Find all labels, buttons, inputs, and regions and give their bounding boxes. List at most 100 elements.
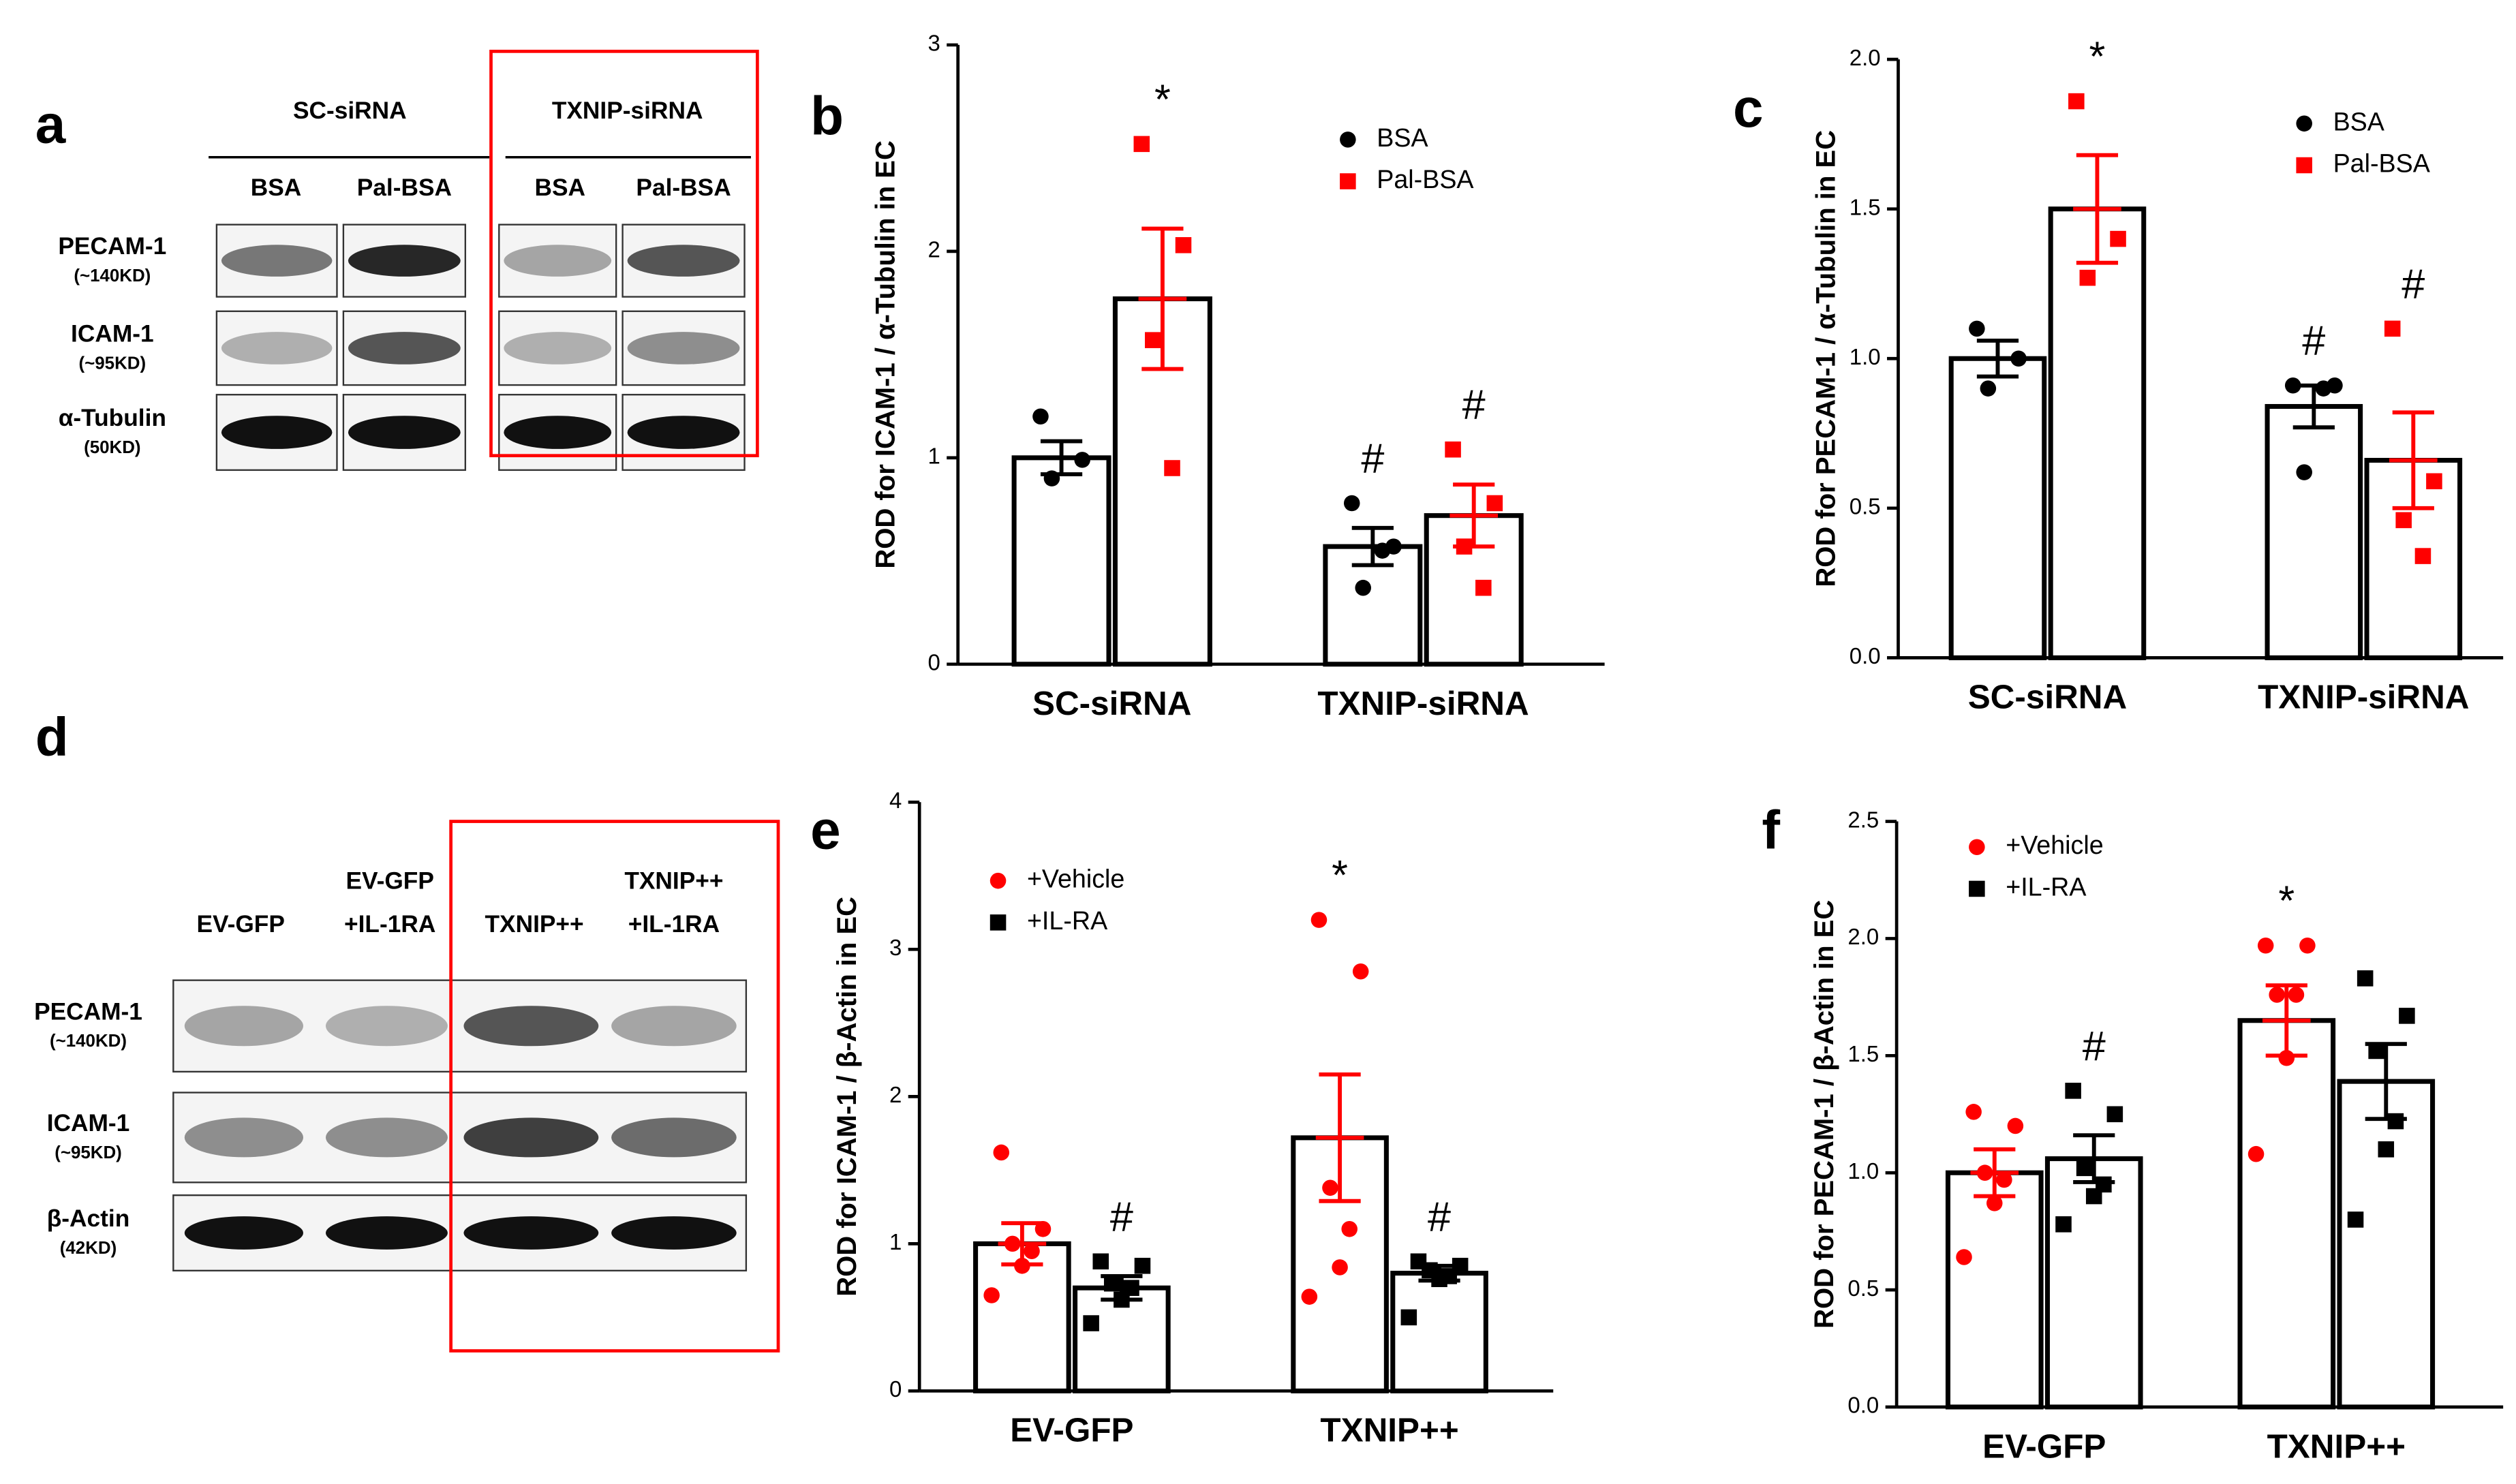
blot-band bbox=[463, 1117, 599, 1158]
row-label: α-Tubulin bbox=[59, 405, 166, 431]
y-axis-label: ROD for ICAM-1 / α-Tubulin in EC bbox=[871, 140, 901, 568]
data-point bbox=[1175, 237, 1192, 253]
data-point bbox=[2288, 987, 2305, 1003]
y-tick-label: 2.0 bbox=[1847, 924, 1879, 949]
data-point bbox=[2378, 1141, 2395, 1158]
row-label: ICAM-1 bbox=[71, 320, 154, 347]
legend-marker bbox=[2296, 157, 2312, 174]
panel-letter: b bbox=[810, 86, 844, 146]
bar bbox=[2265, 403, 2363, 660]
row-label: PECAM-1 bbox=[58, 233, 166, 260]
lane-label: +IL-1RA bbox=[344, 911, 435, 938]
data-point bbox=[993, 1144, 1010, 1161]
y-tick-label: 1.0 bbox=[1850, 344, 1881, 369]
lane-label: EV-GFP bbox=[196, 911, 284, 938]
blot-band bbox=[611, 1006, 737, 1047]
data-point bbox=[1355, 579, 1371, 596]
x-tick-label: SC-siRNA bbox=[1032, 685, 1191, 722]
y-tick-label: 2.0 bbox=[1850, 45, 1881, 70]
significance-mark: # bbox=[1428, 1193, 1451, 1239]
data-point bbox=[1134, 1258, 1151, 1274]
y-axis-label: ROD for PECAM-1 / β-Actin in EC bbox=[1809, 900, 1839, 1329]
significance-mark: # bbox=[1462, 382, 1486, 428]
data-point bbox=[1074, 452, 1090, 468]
blot-band bbox=[221, 245, 333, 277]
highlight-box bbox=[489, 49, 759, 458]
blot-band bbox=[348, 416, 461, 449]
data-point bbox=[1352, 963, 1369, 980]
blot-band bbox=[463, 1216, 599, 1250]
legend-label: Pal-BSA bbox=[2333, 149, 2431, 177]
y-tick-label: 0.0 bbox=[1850, 643, 1881, 668]
blot-band bbox=[325, 1006, 448, 1047]
data-point bbox=[1400, 1309, 1417, 1326]
y-tick-label: 3 bbox=[927, 31, 940, 56]
data-point bbox=[1486, 495, 1503, 512]
blot-band bbox=[504, 332, 612, 365]
blot-band bbox=[221, 416, 333, 449]
legend-marker bbox=[989, 872, 1007, 889]
row-label: β-Actin bbox=[47, 1205, 130, 1232]
blot-box bbox=[215, 310, 338, 386]
significance-mark: * bbox=[2089, 33, 2106, 80]
data-point bbox=[1965, 1104, 1982, 1120]
row-label: PECAM-1 bbox=[34, 998, 142, 1025]
data-point bbox=[1310, 912, 1328, 928]
highlight-box bbox=[449, 820, 780, 1352]
panel-letter: d bbox=[35, 707, 69, 767]
legend-marker bbox=[1340, 173, 1356, 189]
legend-marker bbox=[1969, 880, 1985, 897]
data-point bbox=[2257, 937, 2274, 954]
data-point bbox=[2299, 937, 2316, 954]
data-point bbox=[2085, 1188, 2102, 1205]
y-tick-label: 0.5 bbox=[1850, 494, 1881, 519]
legend-label: +IL-RA bbox=[1027, 906, 1108, 935]
data-point bbox=[1322, 1179, 1338, 1196]
panel-letter: a bbox=[35, 94, 67, 155]
data-point bbox=[1032, 408, 1049, 425]
data-point bbox=[2106, 1106, 2123, 1123]
y-tick-label: 0 bbox=[889, 1376, 902, 1402]
data-point bbox=[2395, 512, 2412, 529]
lane-label: BSA bbox=[251, 174, 302, 201]
y-tick-label: 0.0 bbox=[1847, 1393, 1879, 1418]
y-tick-label: 2 bbox=[889, 1082, 902, 1107]
blot-box bbox=[498, 310, 617, 386]
data-point bbox=[2247, 1145, 2265, 1162]
lane-label: +IL-1RA bbox=[628, 911, 720, 938]
x-tick-label: TXNIP++ bbox=[1320, 1412, 1458, 1449]
bar bbox=[1948, 356, 2047, 660]
significance-mark: # bbox=[1361, 435, 1384, 481]
lane-label: TXNIP++ bbox=[485, 911, 583, 938]
row-size: (~95KD) bbox=[79, 354, 147, 373]
data-point bbox=[1164, 460, 1180, 476]
data-point bbox=[2055, 1216, 2072, 1233]
significance-mark: * bbox=[1332, 852, 1348, 898]
data-point bbox=[2079, 269, 2096, 286]
legend-marker bbox=[1969, 839, 1985, 855]
legend-label: +Vehicle bbox=[1027, 865, 1124, 893]
blot-band bbox=[463, 1006, 599, 1047]
data-point bbox=[2387, 1113, 2404, 1130]
blot-band bbox=[504, 245, 612, 277]
blot-band bbox=[325, 1216, 448, 1250]
legend-label: +IL-RA bbox=[2006, 872, 2087, 901]
data-point bbox=[2315, 380, 2332, 397]
blot-band bbox=[184, 1117, 304, 1158]
y-axis-label: ROD for PECAM-1 / α-Tubulin in EC bbox=[1811, 130, 1841, 587]
y-tick-label: 1 bbox=[927, 444, 940, 469]
significance-mark: # bbox=[2083, 1023, 2106, 1069]
panel-letter: f bbox=[1762, 800, 1780, 861]
y-tick-label: 1.0 bbox=[1847, 1158, 1879, 1184]
data-point bbox=[1445, 441, 1461, 458]
data-point bbox=[1133, 136, 1150, 153]
data-point bbox=[2426, 473, 2442, 490]
blot-band bbox=[348, 245, 461, 277]
y-tick-label: 4 bbox=[889, 788, 902, 813]
y-tick-label: 2 bbox=[927, 237, 940, 262]
blot-box bbox=[498, 223, 617, 298]
blot-band bbox=[611, 1117, 737, 1158]
x-tick-label: TXNIP++ bbox=[2267, 1427, 2406, 1465]
x-tick-label: EV-GFP bbox=[1982, 1427, 2106, 1465]
row-label: ICAM-1 bbox=[47, 1110, 130, 1137]
